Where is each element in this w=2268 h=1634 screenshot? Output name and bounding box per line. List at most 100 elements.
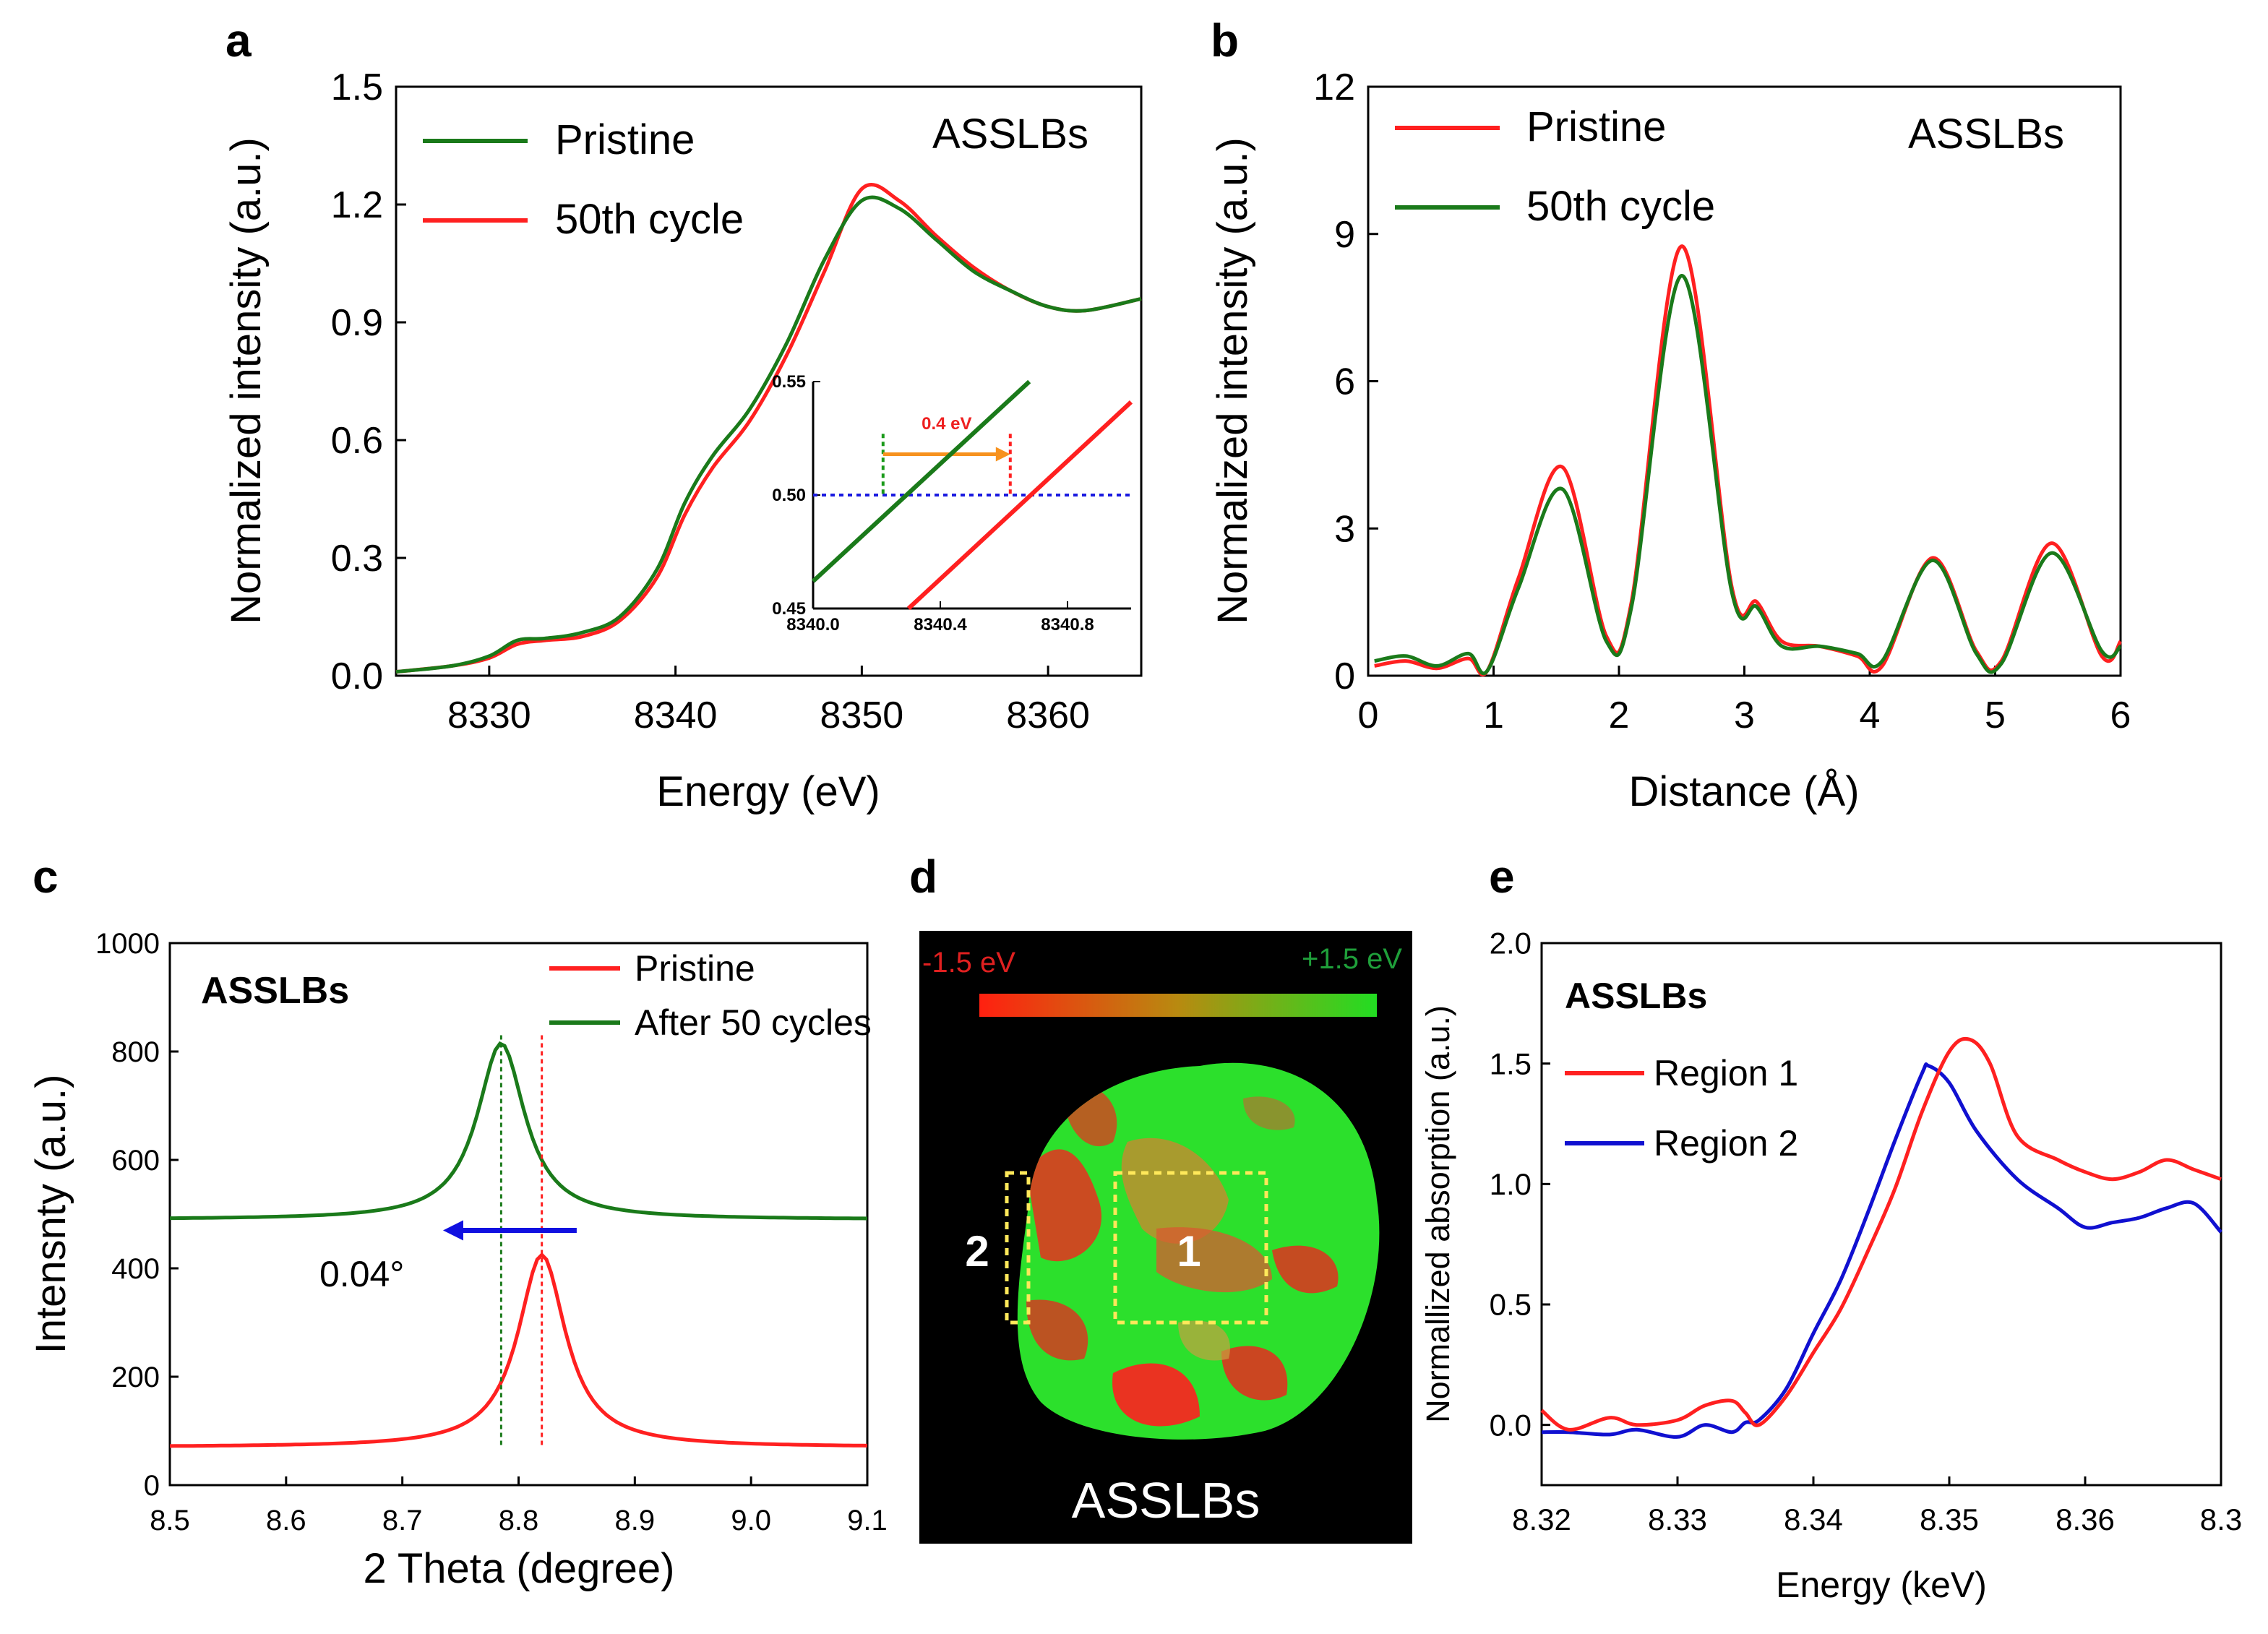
series-e-region-1 xyxy=(1540,1036,2222,1432)
panel-e-ylabel: Normallized absorption (a.u.) xyxy=(1419,1005,1456,1423)
xtick-label: 8.34 xyxy=(1784,1502,1843,1536)
panel-a-frame xyxy=(395,85,1143,677)
panel-e-frame xyxy=(1540,942,2222,1487)
panel-c-annotation: ASSLBs xyxy=(201,970,349,1012)
series-a-pristine xyxy=(395,195,1142,674)
xtick-label: 8.3 xyxy=(2200,1502,2242,1536)
panel-a-inset: 8340.0 8340.4 8340.8 0.45 0.50 0.55 0.4 eV xyxy=(772,372,1133,635)
region-2-box xyxy=(1005,1171,1031,1325)
xtick-label: 6 xyxy=(2110,695,2131,736)
panel-e-xlabel: Energy (keV) xyxy=(1776,1565,1987,1605)
ytick-label: 600 xyxy=(111,1145,160,1177)
xtick-label: 8.8 xyxy=(499,1505,539,1536)
region-1-box xyxy=(1113,1171,1268,1325)
particle-map-texture xyxy=(1026,1083,1339,1427)
panel-e-annotation: ASSLBs xyxy=(1565,976,1707,1016)
ytick-label: 0.5 xyxy=(1490,1288,1532,1322)
panel-label-e: e xyxy=(1489,851,1515,903)
ytick-label: 1.2 xyxy=(331,184,383,226)
colorbar-max-label: +1.5 eV xyxy=(1302,943,1402,975)
inset-xtick-label: 8340.4 xyxy=(914,615,967,635)
ytick-label: 0.0 xyxy=(1490,1408,1532,1442)
legend-a-cycle: 50th cycle xyxy=(555,196,744,243)
panel-b-xlabel: Distance (Å) xyxy=(1628,768,1859,815)
inset-shift-label: 0.4 eV xyxy=(922,414,971,434)
colorbar-min-label: -1.5 eV xyxy=(922,947,1015,979)
panel-a-ylabel: Normalized intensity (a.u.) xyxy=(223,137,270,624)
ytick-label: 6 xyxy=(1334,361,1355,403)
xtick-label: 8340 xyxy=(634,695,718,736)
xtick-label: 8330 xyxy=(447,695,531,736)
ytick-label: 12 xyxy=(1313,66,1355,108)
xtick-label: 3 xyxy=(1734,695,1755,736)
panel-label-d: d xyxy=(909,851,937,903)
legend-e-region2: Region 2 xyxy=(1654,1123,1798,1164)
inset-ytick-label: 0.55 xyxy=(772,372,806,392)
series-e-region-2 xyxy=(1541,1062,2222,1439)
legend-e-region1: Region 1 xyxy=(1654,1053,1798,1093)
inset-series-pristine xyxy=(811,379,1031,583)
inset-series-50th-cycle xyxy=(906,400,1133,611)
xtick-label: 8.6 xyxy=(266,1505,306,1536)
xtick-label: 8.33 xyxy=(1648,1502,1707,1536)
legend-a-pristine: Pristine xyxy=(555,116,695,163)
panel-b-ylabel: Normalized intensity (a.u.) xyxy=(1209,137,1256,624)
map-title: ASSLBs xyxy=(1072,1472,1260,1528)
colorbar xyxy=(979,994,1377,1017)
xtick-label: 8.32 xyxy=(1512,1502,1571,1536)
legend-b-cycle: 50th cycle xyxy=(1526,183,1715,230)
panel-d: d -1.5 eV +1.5 eV 1 2 ASSLBs xyxy=(909,851,1412,1544)
panel-a-xlabel: Energy (eV) xyxy=(656,768,880,815)
xtick-label: 0 xyxy=(1358,695,1379,736)
xtick-label: 4 xyxy=(1860,695,1881,736)
panel-b-frame xyxy=(1367,85,2122,677)
region-2-label: 2 xyxy=(965,1227,989,1276)
xtick-label: 8.5 xyxy=(150,1505,190,1536)
series-c-after-50-cycles xyxy=(170,1041,868,1221)
inset-xtick-label: 8340.8 xyxy=(1041,615,1094,635)
ytick-label: 0.0 xyxy=(331,655,383,697)
panel-c-ylabel: Intensnty (a.u.) xyxy=(27,1075,74,1354)
xtick-label: 9.1 xyxy=(847,1505,888,1536)
xtick-label: 9.0 xyxy=(731,1505,771,1536)
ytick-label: 0 xyxy=(1334,655,1355,697)
legend-b-pristine: Pristine xyxy=(1526,103,1666,150)
ytick-label: 400 xyxy=(111,1253,160,1285)
ytick-label: 2.0 xyxy=(1490,926,1532,960)
ytick-label: 0.9 xyxy=(331,302,383,344)
panel-label-b: b xyxy=(1211,14,1239,66)
panel-label-c: c xyxy=(33,851,59,903)
ytick-label: 1.0 xyxy=(1490,1167,1532,1201)
panel-a-annotation: ASSLBs xyxy=(932,111,1088,158)
series-c-pristine xyxy=(169,1252,868,1448)
panel-a: a 8330 8340 8350 8360 0.0 0.3 0.6 0.9 1.2 1.5 Ene… xyxy=(223,14,1143,815)
ytick-label: 0.6 xyxy=(331,420,383,462)
ytick-label: 1000 xyxy=(95,928,160,960)
region-1-label: 1 xyxy=(1177,1227,1200,1276)
series-b-pristine xyxy=(1374,244,2123,677)
shift-arrowhead xyxy=(442,1220,463,1241)
inset-ytick-label: 0.45 xyxy=(772,599,806,619)
ytick-label: 200 xyxy=(111,1362,160,1393)
ytick-label: 1.5 xyxy=(331,66,383,108)
inset-ytick-label: 0.50 xyxy=(772,486,806,505)
xtick-label: 5 xyxy=(1985,695,2006,736)
ytick-label: 800 xyxy=(111,1036,160,1068)
panel-c: c 8.5 8.6 8.7 8.8 8.9 9.0 9.1 0 200 400 600 800 1000… xyxy=(27,851,888,1592)
series-a-50th-cycle xyxy=(395,183,1142,674)
xtick-label: 8350 xyxy=(820,695,904,736)
legend-c-pristine: Pristine xyxy=(635,948,755,989)
ytick-label: 9 xyxy=(1334,214,1355,256)
inset-shift-arrowhead xyxy=(995,447,1010,462)
ytick-label: 1.5 xyxy=(1490,1046,1532,1080)
ytick-label: 0 xyxy=(144,1470,160,1502)
ytick-label: 3 xyxy=(1334,508,1355,550)
xtick-label: 8360 xyxy=(1006,695,1090,736)
xtick-label: 8.36 xyxy=(2056,1502,2115,1536)
xtick-label: 1 xyxy=(1483,695,1504,736)
panel-b-annotation: ASSLBs xyxy=(1908,111,2064,158)
panel-e: e 8.32 8.33 8.34 8.35 8.36 8.3 0.0 0.5 1.0 1.5 2.0… xyxy=(1419,851,2242,1605)
ytick-label: 0.3 xyxy=(331,538,383,580)
